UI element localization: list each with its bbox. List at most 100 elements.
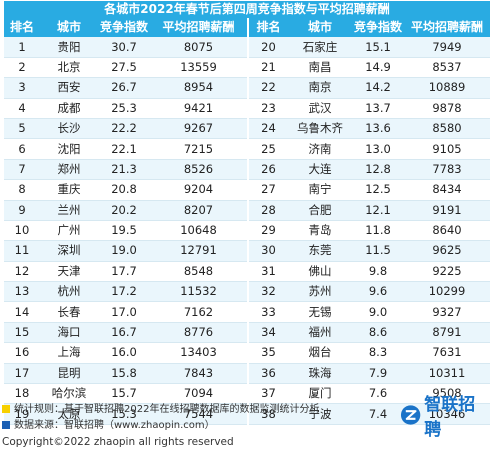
table-row: 3 西安 26.7 8954 22 南京 14.2 10889 [4, 77, 490, 99]
table-cell: 13.6 [352, 118, 404, 140]
table-cell: 厦门 [288, 383, 352, 405]
table-row: 10 广州 19.5 10648 29 青岛 11.8 8640 [4, 220, 490, 242]
source-note: 数据来源：智联招聘（www.zhaopin.com） [2, 419, 215, 432]
table-cell: 15.8 [98, 363, 150, 385]
table-cell: 宁波 [288, 403, 352, 425]
table-cell: 16.0 [98, 342, 150, 364]
table-cell: 14.9 [352, 57, 404, 79]
table-cell: 长沙 [40, 118, 98, 140]
table-cell: 乌鲁木齐 [288, 118, 352, 140]
table-cell: 青岛 [288, 220, 352, 242]
brand-name: 智联招聘 [424, 395, 476, 440]
table-cell: 9105 [404, 138, 490, 160]
table-cell: 合肥 [288, 200, 352, 221]
table-cell: 石家庄 [288, 37, 352, 58]
table-cell: 9 [4, 200, 40, 221]
table-row: 4 成都 25.3 9421 23 武汉 13.7 9878 [4, 98, 490, 119]
table-cell: 9.6 [352, 281, 404, 303]
table-cell: 13559 [150, 57, 248, 79]
table-cell: 7215 [150, 138, 248, 160]
table-cell: 7544 [150, 403, 248, 425]
table-cell: 23 [247, 98, 288, 119]
table-cell: 10 [4, 220, 40, 242]
table-cell: 2 [4, 57, 40, 79]
table-cell: 南京 [288, 77, 352, 99]
table-cell: 14.2 [352, 77, 404, 99]
table-cell: 9.0 [352, 301, 404, 323]
table-row: 1 贵阳 30.7 8075 20 石家庄 15.1 7949 [4, 37, 490, 58]
table-cell: 21 [247, 57, 288, 79]
table-cell: 7 [4, 159, 40, 181]
table-cell: 16.7 [98, 322, 150, 344]
table-cell: 25 [247, 138, 288, 160]
table-cell: 8 [4, 179, 40, 201]
table-row: 2 北京 27.5 13559 21 南昌 14.9 8537 [4, 57, 490, 79]
table-cell: 8075 [150, 37, 248, 58]
table-cell: 12 [4, 261, 40, 283]
table-cell: 南宁 [288, 179, 352, 201]
table-cell: 烟台 [288, 342, 352, 364]
table-cell: 15.7 [98, 383, 150, 405]
table-cell: 20 [247, 37, 288, 58]
table-cell: 31 [247, 261, 288, 283]
table-cell: 长春 [40, 301, 98, 323]
table-cell: 10889 [404, 77, 490, 99]
table-cell: 10346 [404, 403, 490, 425]
table-cell: 东莞 [288, 240, 352, 262]
table-cell: 贵阳 [40, 37, 98, 58]
table-cell: 11.5 [352, 240, 404, 262]
table-cell: 8434 [404, 179, 490, 201]
column-header: 排名 [247, 18, 288, 38]
table-cell: 22.1 [98, 138, 150, 160]
table-cell: 10648 [150, 220, 248, 242]
column-header: 竞争指数 [98, 18, 150, 38]
table-cell: 17.7 [98, 261, 150, 283]
table-cell: 沈阳 [40, 138, 98, 160]
table-cell: 13.7 [352, 98, 404, 119]
table-cell: 17.0 [98, 301, 150, 323]
table-cell: 17 [4, 363, 40, 385]
table-cell: 13.0 [352, 138, 404, 160]
column-header: 平均招聘薪酬 [404, 18, 490, 38]
table-cell: 15 [4, 322, 40, 344]
table-cell: 福州 [288, 322, 352, 344]
table-cell: 昆明 [40, 363, 98, 385]
table-cell: 11532 [150, 281, 248, 303]
table-cell: 16 [4, 342, 40, 364]
table-cell: 9508 [404, 383, 490, 405]
table-cell: 大连 [288, 159, 352, 181]
yellow-square-icon [2, 405, 10, 413]
methodology-note: 统计规则：基于智联招聘2022年在线招聘数据库的数据监测统计分析 [2, 403, 319, 416]
table-cell: 8954 [150, 77, 248, 99]
table-cell: 26.7 [98, 77, 150, 99]
table-cell: 苏州 [288, 281, 352, 303]
table-cell: 20.2 [98, 200, 150, 221]
table-cell: 9327 [404, 301, 490, 323]
table-row: 9 兰州 20.2 8207 28 合肥 12.1 9191 [4, 200, 490, 221]
table-cell: 7949 [404, 37, 490, 58]
table-cell: 太原 [40, 403, 98, 425]
table-cell: 27.5 [98, 57, 150, 79]
table-row: 13 杭州 17.2 11532 32 苏州 9.6 10299 [4, 281, 490, 303]
table-cell: 9191 [404, 200, 490, 221]
table-cell: 8.3 [352, 342, 404, 364]
table-cell: 38 [247, 403, 288, 425]
table-cell: 9225 [404, 261, 490, 283]
table-cell: 无锡 [288, 301, 352, 323]
table-title: 各城市2022年春节后第四周竞争指数与平均招聘薪酬 [4, 1, 490, 18]
table-cell: 19.5 [98, 220, 150, 242]
zhaopin-logo: 智联招聘 [400, 395, 490, 440]
table-row: 7 郑州 21.3 8526 26 大连 12.8 7783 [4, 159, 490, 181]
table-cell: 13403 [150, 342, 248, 364]
table-cell: 10299 [404, 281, 490, 303]
table-row: 16 上海 16.0 13403 35 烟台 8.3 7631 [4, 342, 490, 364]
table-cell: 武汉 [288, 98, 352, 119]
table-cell: 哈尔滨 [40, 383, 98, 405]
table-cell: 8526 [150, 159, 248, 181]
table-cell: 34 [247, 322, 288, 344]
table-cell: 30 [247, 240, 288, 262]
table-cell: 9421 [150, 98, 248, 119]
table-cell: 36 [247, 363, 288, 385]
table-cell: 北京 [40, 57, 98, 79]
